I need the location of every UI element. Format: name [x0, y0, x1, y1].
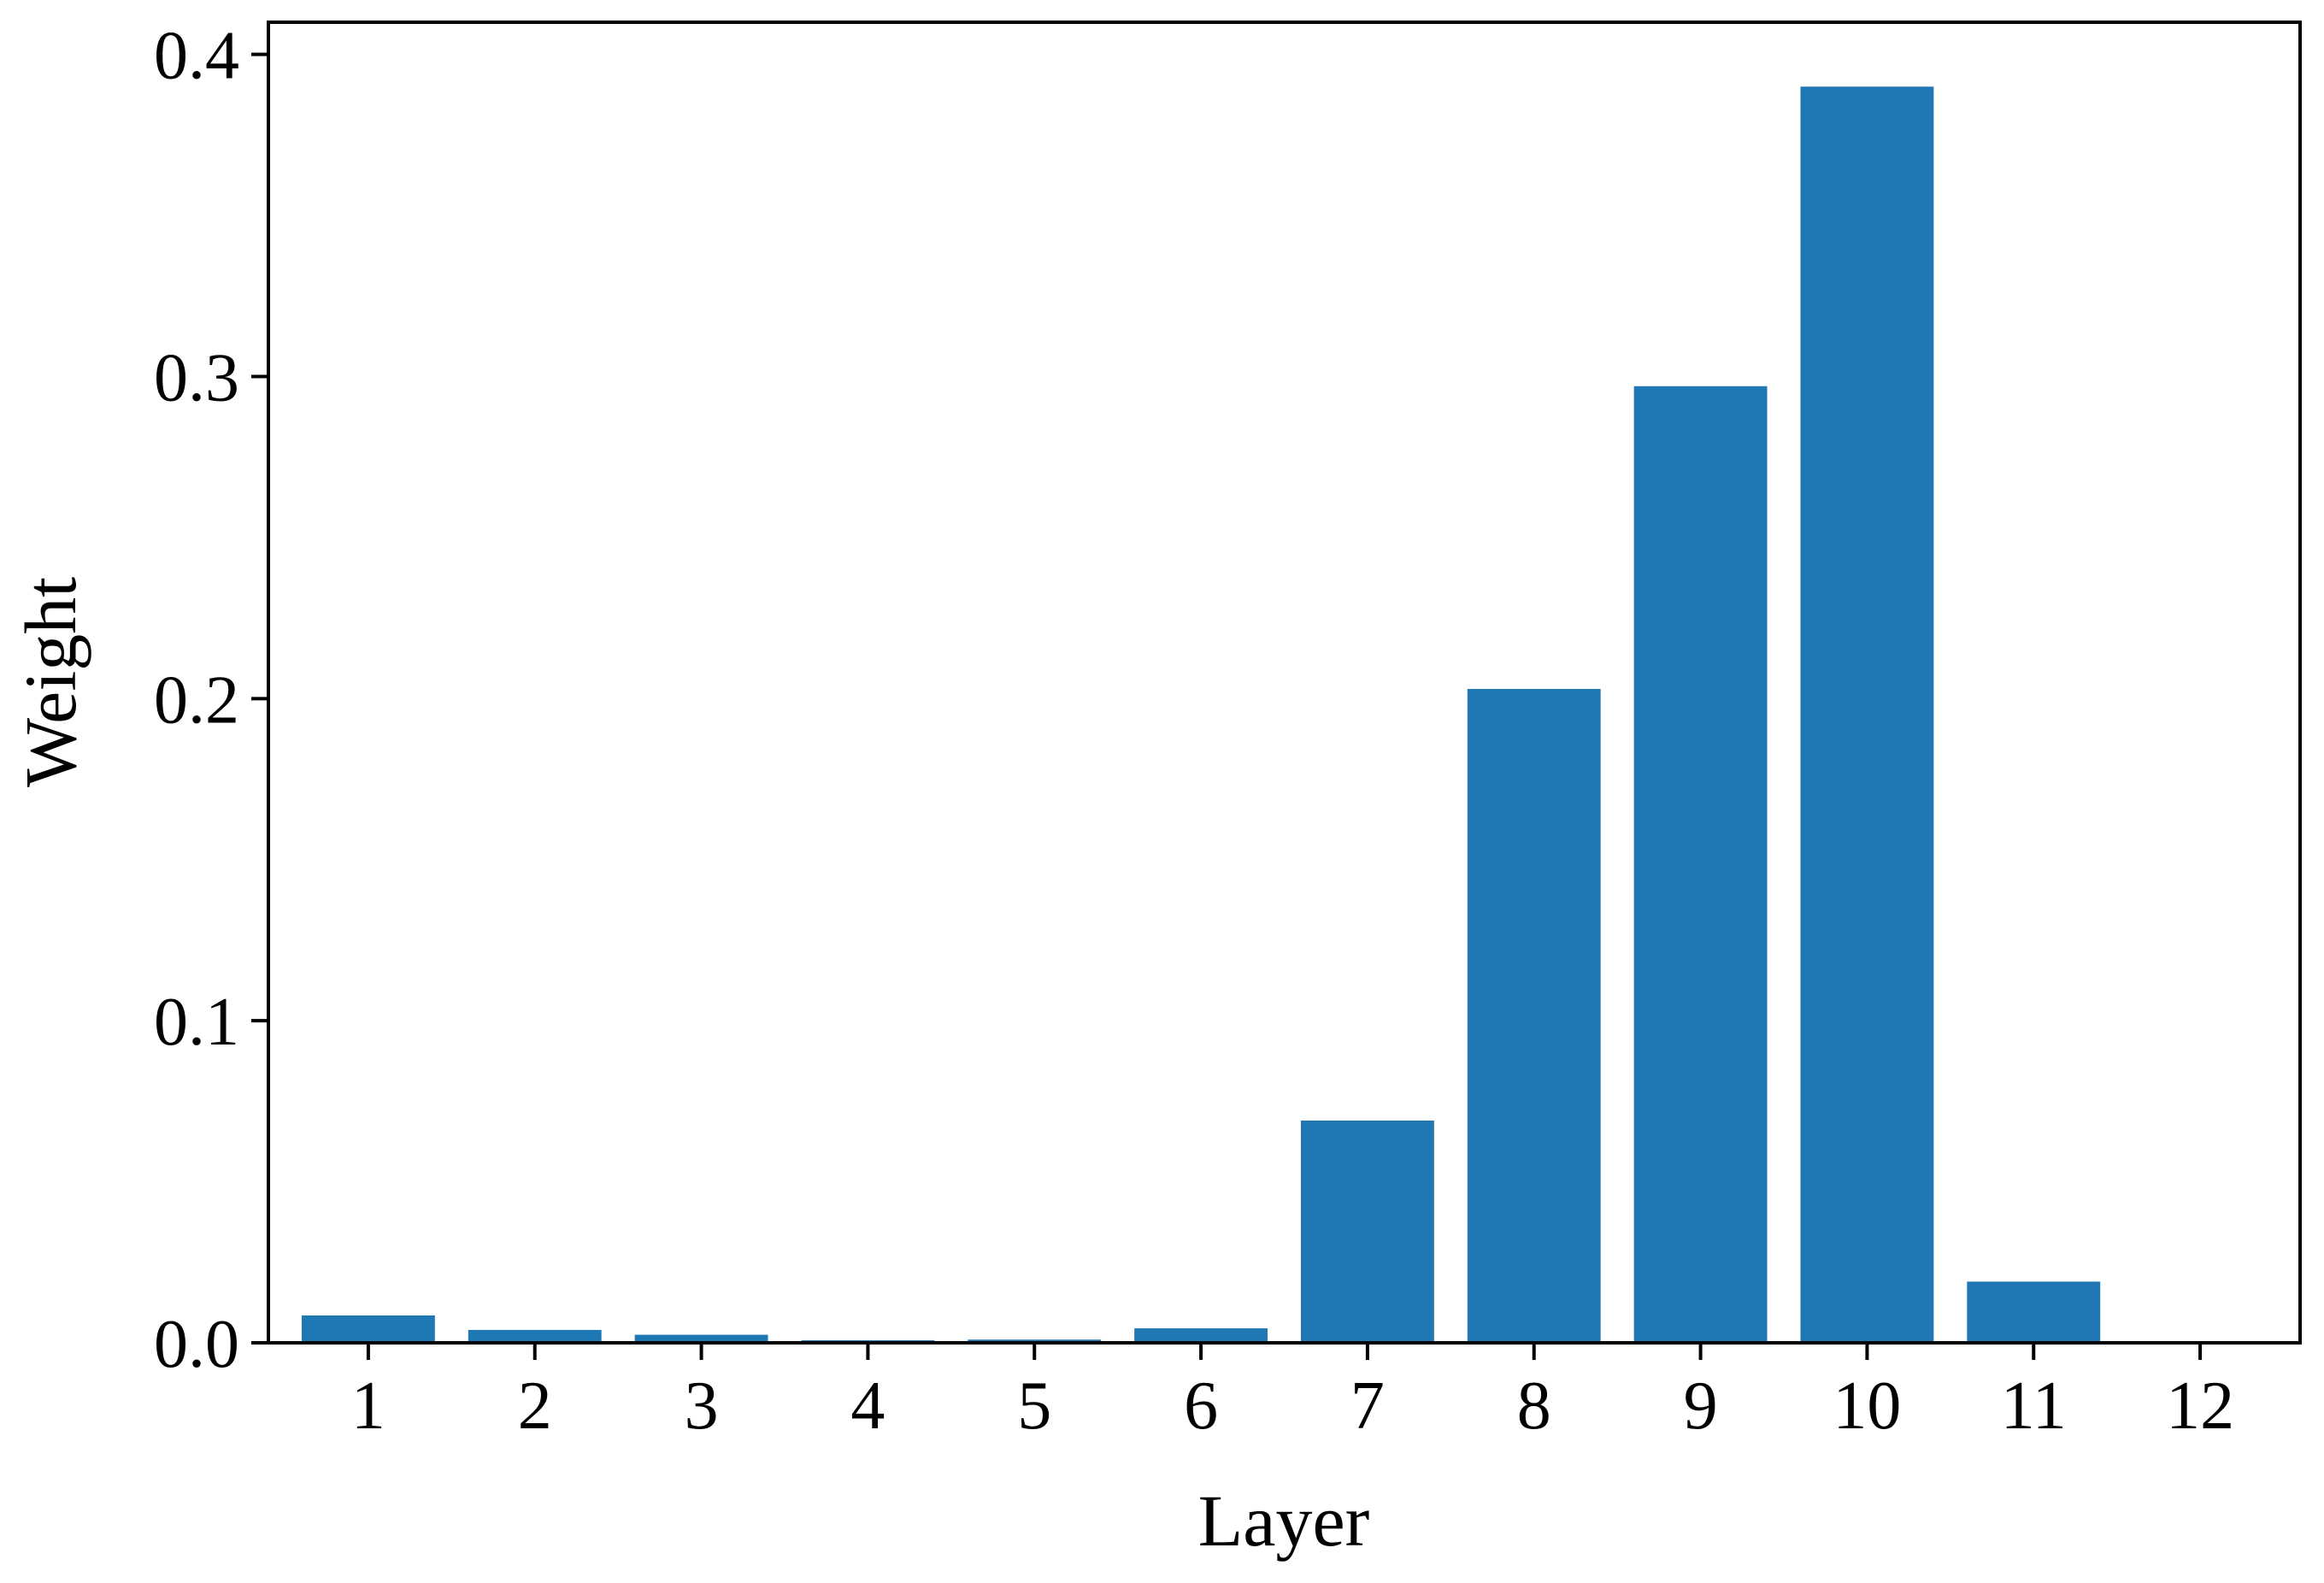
x-tick-label: 11 — [2001, 1368, 2067, 1444]
y-tick-label: 0.4 — [154, 19, 239, 94]
x-axis-label: Layer — [1198, 1480, 1370, 1562]
x-tick-label: 3 — [685, 1368, 719, 1444]
y-tick-label: 0.2 — [154, 662, 239, 738]
x-tick-label: 8 — [1517, 1368, 1551, 1444]
bar-layer-3 — [634, 1334, 768, 1343]
bar-layer-10 — [1800, 86, 1934, 1344]
x-tick-label: 5 — [1017, 1368, 1051, 1444]
bar-layer-9 — [1633, 385, 1768, 1343]
y-axis-label: Weight — [9, 577, 91, 787]
bar-layer-11 — [1967, 1281, 2101, 1343]
x-tick-label: 1 — [351, 1368, 385, 1444]
x-tick-label: 12 — [2166, 1368, 2234, 1444]
bar-layer-6 — [1134, 1328, 1268, 1343]
y-tick-label: 0.1 — [154, 985, 239, 1060]
y-tick-label: 0.3 — [154, 341, 239, 416]
x-tick-label: 4 — [850, 1368, 885, 1444]
bar-layer-1 — [301, 1315, 435, 1343]
bar-layer-8 — [1467, 689, 1601, 1343]
x-tick-label: 10 — [1833, 1368, 1901, 1444]
x-tick-label: 2 — [518, 1368, 552, 1444]
y-tick-label: 0.0 — [154, 1307, 239, 1382]
ticks-layer: 1 2 3 4 5 6 7 8 9 10 11 120.00.10.20.30.4 — [154, 19, 2234, 1444]
bars-layer — [301, 86, 2101, 1344]
x-tick-label: 9 — [1684, 1368, 1718, 1444]
x-tick-label: 6 — [1184, 1368, 1218, 1444]
bar-layer-7 — [1300, 1120, 1434, 1343]
bar-layer-2 — [468, 1329, 602, 1343]
plot-frame — [267, 21, 2302, 1345]
x-tick-label: 7 — [1350, 1368, 1385, 1444]
